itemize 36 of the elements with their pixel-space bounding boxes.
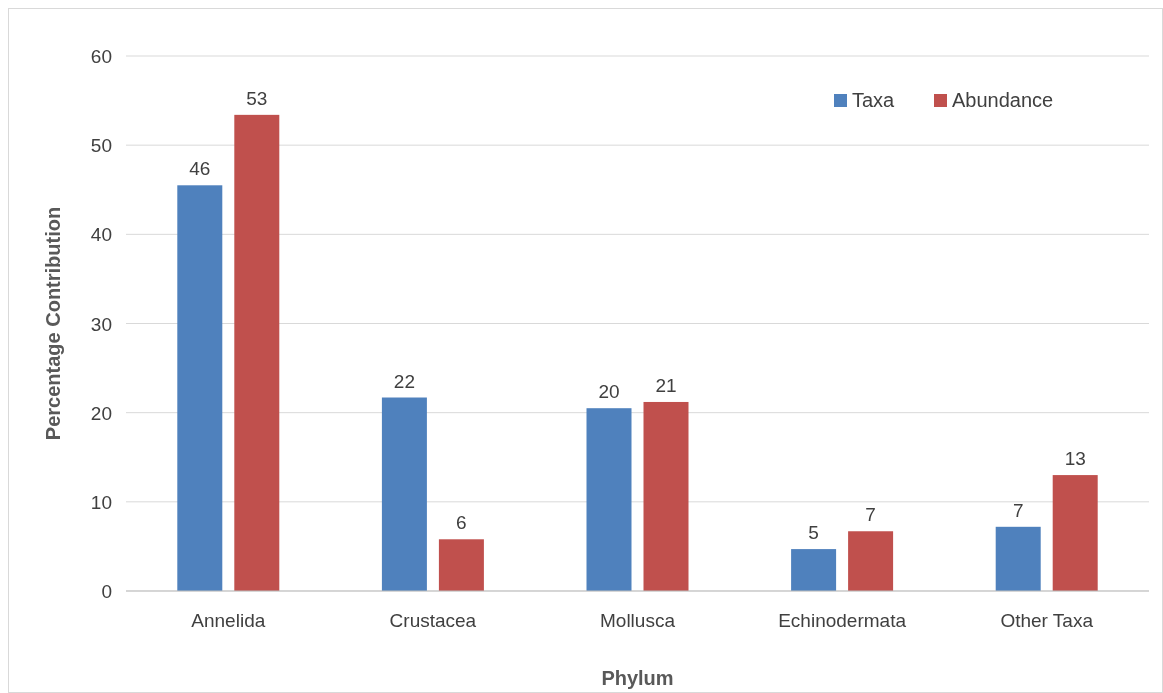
bar	[586, 408, 632, 591]
bar	[234, 114, 280, 591]
data-label: 6	[456, 512, 467, 534]
data-label: 13	[1064, 448, 1086, 470]
bar	[177, 185, 223, 591]
bar	[438, 539, 484, 591]
x-tick-label: Mollusca	[600, 610, 676, 631]
y-tick-label: 0	[101, 581, 112, 602]
legend-label: Taxa	[852, 89, 896, 111]
y-tick-label: 30	[90, 313, 112, 335]
x-tick-label: Crustacea	[389, 610, 477, 631]
data-label: 5	[808, 522, 819, 544]
data-label: 7	[865, 504, 876, 526]
bar	[791, 549, 837, 591]
data-label: 46	[189, 158, 211, 180]
x-tick-label: Echinodermata	[778, 610, 907, 631]
data-label: 20	[598, 381, 620, 403]
x-axis-title: Phylum	[601, 667, 674, 689]
data-label: 22	[393, 370, 415, 392]
bar	[1052, 475, 1098, 591]
bar	[995, 526, 1041, 591]
y-tick-label: 40	[90, 224, 112, 246]
data-label: 7	[1012, 499, 1024, 521]
bar	[643, 401, 689, 591]
legend-label: Abundance	[952, 89, 1054, 111]
y-axis-title: Percentage Contribution	[42, 206, 64, 441]
bar	[848, 531, 894, 591]
y-tick-label: 50	[90, 135, 112, 157]
bar	[381, 397, 427, 591]
data-label: 53	[246, 87, 268, 109]
y-tick-label: 60	[90, 46, 112, 67]
x-tick-label: Other Taxa	[1000, 610, 1094, 631]
y-tick-label: 10	[90, 491, 112, 513]
x-tick-label: Annelida	[191, 610, 266, 631]
data-label: 21	[655, 374, 677, 396]
y-tick-label: 20	[90, 402, 112, 424]
